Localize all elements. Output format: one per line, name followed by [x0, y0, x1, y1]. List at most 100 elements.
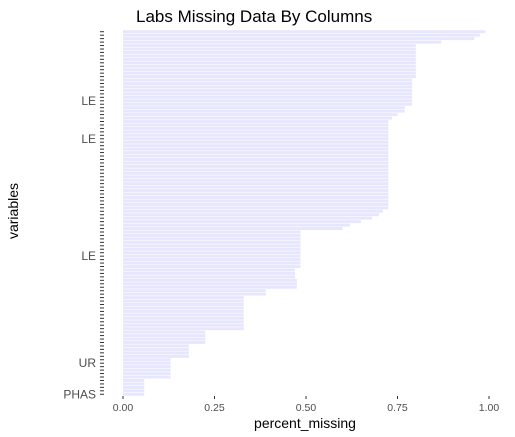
- bar: [123, 334, 206, 338]
- bar: [123, 347, 189, 351]
- bar: [123, 37, 475, 41]
- bar: [123, 285, 297, 289]
- bar: [123, 50, 416, 54]
- bar: [123, 230, 301, 234]
- y-category-label: LE: [81, 249, 96, 263]
- bar: [123, 178, 389, 182]
- bar: [123, 185, 389, 189]
- x-tick-label: 0.00: [113, 402, 134, 414]
- bar: [123, 296, 244, 300]
- bar: [123, 75, 416, 79]
- bar: [123, 316, 244, 320]
- bar: [123, 140, 389, 144]
- bar: [123, 375, 171, 379]
- bar: [123, 106, 405, 110]
- bar: [123, 254, 301, 258]
- bar: [123, 275, 296, 279]
- bar: [123, 223, 350, 227]
- bar: [123, 199, 389, 203]
- bar: [123, 337, 206, 341]
- bar: [123, 351, 189, 355]
- bar: [123, 133, 389, 137]
- bar: [123, 341, 206, 344]
- bar: [123, 147, 389, 151]
- bar: [123, 192, 389, 196]
- bar: [123, 64, 416, 68]
- bar: [123, 130, 389, 134]
- bar: [123, 330, 206, 334]
- bar: [123, 244, 301, 248]
- bars-group: [123, 30, 486, 396]
- bar: [123, 354, 189, 358]
- bar: [123, 261, 301, 265]
- bar: [123, 361, 171, 365]
- bar: [123, 33, 480, 37]
- bar: [123, 358, 171, 362]
- bar: [123, 220, 361, 224]
- bar: [123, 144, 389, 148]
- bar: [123, 92, 413, 96]
- bar: [123, 344, 189, 348]
- bar: [123, 137, 389, 141]
- y-category-label: LE: [81, 94, 96, 108]
- bar: [123, 78, 413, 82]
- bar: [123, 99, 413, 103]
- bar: [123, 382, 145, 386]
- bar: [123, 161, 389, 165]
- bar: [123, 151, 389, 155]
- bar: [123, 109, 405, 113]
- bar: [123, 102, 413, 106]
- bar: [123, 196, 389, 199]
- bar: [123, 113, 398, 117]
- bar: [123, 379, 145, 382]
- y-axis-title: variables: [5, 183, 21, 239]
- bar: [123, 123, 389, 127]
- bar: [123, 168, 389, 172]
- bar: [123, 126, 389, 130]
- bar: [123, 88, 413, 92]
- y-category-label: PHAS: [63, 387, 96, 401]
- bar: [123, 265, 301, 268]
- bar: [123, 213, 380, 217]
- bar: [123, 30, 486, 34]
- bar: [123, 68, 416, 72]
- bar: [123, 323, 244, 327]
- bar: [123, 171, 389, 175]
- x-tick-label: 1.00: [479, 402, 500, 414]
- bar: [123, 71, 416, 75]
- bar: [123, 233, 301, 237]
- chart-title: Labs Missing Data By Columns: [136, 7, 372, 26]
- bar: [123, 278, 297, 282]
- bar: [123, 271, 296, 275]
- y-category-label: LE: [81, 132, 96, 146]
- bar: [123, 327, 244, 331]
- bar: [123, 389, 145, 393]
- x-axis-ticks: 0.00 0.25 0.50 0.75 1.00: [113, 396, 500, 414]
- bar: [123, 392, 145, 396]
- bar: [123, 247, 301, 251]
- bar: [123, 313, 244, 317]
- bar: [123, 44, 416, 47]
- bar: [123, 227, 343, 230]
- bar: [123, 61, 416, 65]
- bar: [123, 209, 383, 213]
- bar: [123, 202, 389, 206]
- x-tick-label: 0.50: [296, 402, 317, 414]
- bar: [123, 206, 389, 210]
- bar: [123, 164, 389, 168]
- bar: [123, 85, 413, 89]
- bar: [123, 258, 301, 262]
- bar: [123, 82, 413, 85]
- bar: [123, 292, 266, 296]
- x-tick-label: 0.25: [204, 402, 225, 414]
- bar: [123, 303, 244, 306]
- y-axis-labels: LE LE LE UR PHAS: [63, 94, 96, 401]
- y-axis-ticks: [100, 31, 104, 395]
- bar: [123, 116, 393, 120]
- bar: [123, 189, 389, 193]
- bar: [123, 175, 389, 179]
- x-axis-title: percent_missing: [254, 415, 356, 431]
- bar: [123, 268, 296, 272]
- bar: [123, 240, 301, 244]
